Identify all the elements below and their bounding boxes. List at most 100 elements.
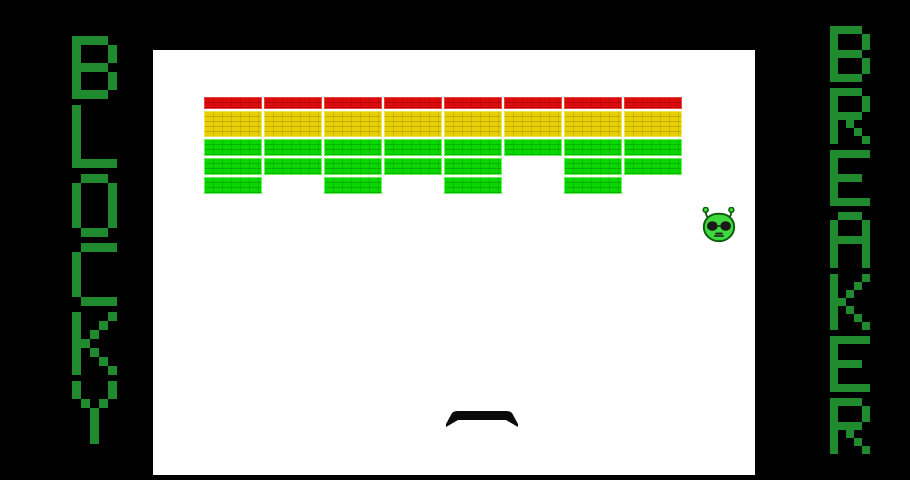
brick[interactable] [563, 110, 623, 138]
brick[interactable] [323, 110, 383, 138]
brick[interactable] [623, 138, 683, 157]
brick-face [324, 139, 382, 156]
brick[interactable] [263, 157, 323, 176]
brick-edge [444, 111, 502, 137]
paddle[interactable] [446, 408, 518, 430]
brick-texture [444, 97, 502, 109]
brick-edge [504, 97, 562, 109]
brick-edge [564, 177, 622, 194]
brick[interactable] [623, 157, 683, 176]
brick-edge [264, 139, 322, 156]
brick-edge [264, 111, 322, 137]
brick-face [204, 139, 262, 156]
brick-face [384, 139, 442, 156]
brick[interactable] [323, 176, 383, 195]
brick-edge [444, 158, 502, 175]
brick[interactable] [203, 110, 263, 138]
brick-texture [624, 158, 682, 175]
brick-texture [264, 111, 322, 137]
brick[interactable] [563, 157, 623, 176]
brick-edge [564, 139, 622, 156]
right-banner-breaker [790, 0, 910, 480]
brick-texture [204, 139, 262, 156]
brick-texture [324, 158, 382, 175]
brick[interactable] [443, 157, 503, 176]
alien-ball [700, 206, 738, 245]
alien-icon [702, 206, 736, 243]
brick-texture [324, 97, 382, 109]
brick[interactable] [263, 110, 323, 138]
brick-texture [444, 139, 502, 156]
brick-face [444, 177, 502, 194]
brick[interactable] [503, 96, 563, 110]
brick-face [204, 111, 262, 137]
banner-letter-k [71, 312, 117, 375]
brick-texture [264, 139, 322, 156]
brick[interactable] [263, 138, 323, 157]
brick[interactable] [203, 157, 263, 176]
brick-edge [564, 97, 622, 109]
brick[interactable] [623, 96, 683, 110]
banner-letter-a [830, 212, 870, 268]
brick[interactable] [383, 96, 443, 110]
brick-edge [384, 97, 442, 109]
brick[interactable] [443, 96, 503, 110]
brick[interactable] [323, 157, 383, 176]
brick-face [324, 158, 382, 175]
brick-face [504, 139, 562, 156]
brick-texture [204, 158, 262, 175]
brick[interactable] [203, 138, 263, 157]
brick-face [564, 158, 622, 175]
brick-edge [444, 97, 502, 109]
brick-edge [384, 111, 442, 137]
brick[interactable] [623, 110, 683, 138]
brick-face [624, 158, 682, 175]
brick-texture [624, 111, 682, 137]
brick-edge [624, 111, 682, 137]
brick[interactable] [263, 96, 323, 110]
brick-face [204, 158, 262, 175]
brick-face [324, 177, 382, 194]
brick-face [384, 158, 442, 175]
banner-letter-o [71, 174, 117, 237]
paddle-shape[interactable] [446, 408, 518, 430]
playfield[interactable] [153, 50, 755, 475]
brick-face [504, 111, 562, 137]
brick-face [444, 158, 502, 175]
brick-texture [444, 177, 502, 194]
brick-face [564, 177, 622, 194]
brick-edge [204, 177, 262, 194]
brick-texture [324, 139, 382, 156]
brick[interactable] [383, 157, 443, 176]
brick-face [444, 97, 502, 109]
banner-letter-c [71, 243, 117, 306]
brick[interactable] [563, 138, 623, 157]
brick[interactable] [443, 110, 503, 138]
brick[interactable] [203, 176, 263, 195]
brick[interactable] [323, 96, 383, 110]
brick[interactable] [323, 138, 383, 157]
brick-texture [564, 139, 622, 156]
brick[interactable] [443, 138, 503, 157]
banner-letter-r [830, 398, 870, 454]
brick-edge [624, 97, 682, 109]
brick-texture [384, 158, 442, 175]
brick[interactable] [503, 138, 563, 157]
brick[interactable] [563, 96, 623, 110]
brick[interactable] [443, 176, 503, 195]
brick[interactable] [203, 96, 263, 110]
brick-face [564, 111, 622, 137]
brick-edge [204, 139, 262, 156]
brick-edge [564, 158, 622, 175]
brick-face [264, 111, 322, 137]
brick[interactable] [383, 138, 443, 157]
brick-face [204, 177, 262, 194]
brick-edge [624, 158, 682, 175]
brick-face [264, 139, 322, 156]
brick[interactable] [503, 110, 563, 138]
banner-letter-e [830, 336, 870, 392]
brick[interactable] [563, 176, 623, 195]
brick-face [624, 139, 682, 156]
brick[interactable] [383, 110, 443, 138]
banner-letter-y [71, 381, 117, 444]
